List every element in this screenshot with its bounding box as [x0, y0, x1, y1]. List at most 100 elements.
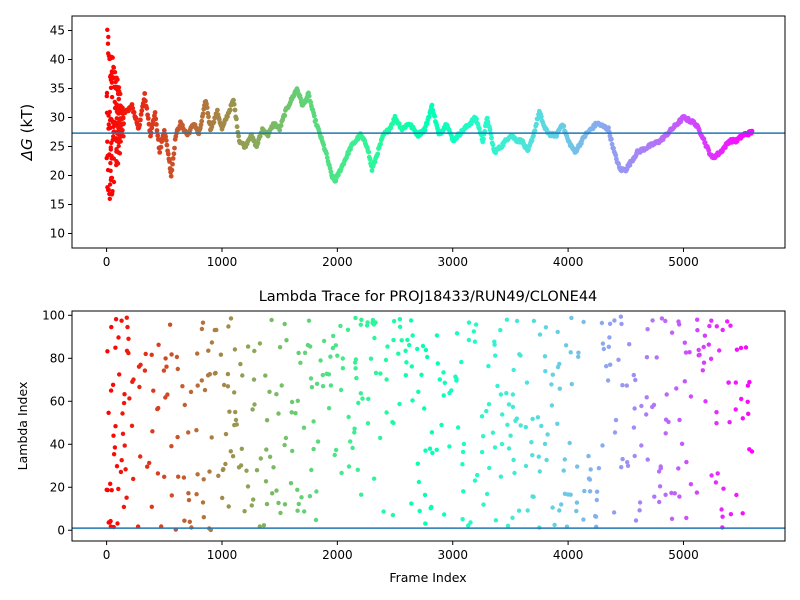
lambda-point [674, 386, 679, 391]
delta-g-point [209, 124, 215, 130]
lambda-point [473, 322, 479, 327]
lambda-point [709, 318, 714, 323]
lambda-point [415, 346, 420, 352]
delta-g-point [236, 133, 242, 139]
lambda-point [563, 343, 569, 348]
lambda-point [257, 341, 263, 346]
lambda-point [472, 478, 478, 483]
lambda-x-tick-label: 3000 [437, 548, 468, 562]
lambda-point [505, 422, 510, 427]
delta-g-y-tick-label: 25 [50, 140, 65, 154]
delta-g-point [112, 99, 118, 105]
lambda-point [720, 514, 725, 519]
delta-g-point [311, 113, 317, 119]
lambda-point [594, 497, 599, 503]
lambda-point [574, 508, 579, 514]
delta-g-point [111, 124, 116, 129]
lambda-point [264, 447, 269, 452]
delta-g-point [106, 34, 111, 40]
lambda-point [108, 388, 114, 393]
delta-g-point [324, 155, 330, 161]
delta-g-point [532, 128, 538, 134]
delta-g-point [204, 101, 209, 107]
lambda-point [682, 340, 687, 345]
delta-g-point [422, 127, 428, 133]
lambda-point [530, 416, 535, 422]
lambda-point [169, 493, 174, 498]
lambda-point [687, 350, 692, 355]
lambda-point [220, 495, 225, 501]
lambda-point [619, 465, 624, 470]
lambda-point [195, 351, 200, 356]
delta-g-point [490, 142, 496, 148]
lambda-point [121, 400, 127, 406]
delta-g-point [133, 115, 139, 121]
lambda-point [127, 396, 132, 401]
lambda-point [384, 377, 389, 382]
lambda-point [225, 371, 231, 377]
lambda-point [155, 471, 161, 476]
lambda-point [201, 515, 206, 520]
lambda-point [117, 372, 122, 377]
lambda-point [663, 431, 668, 436]
lambda-point [733, 407, 738, 412]
lambda-point [713, 480, 719, 485]
lambda-point [607, 335, 612, 340]
lambda-point [187, 519, 192, 524]
lambda-point [202, 387, 208, 393]
delta-g-point [117, 138, 123, 144]
lambda-point [408, 318, 414, 323]
delta-g-point [232, 107, 238, 113]
lambda-point [644, 412, 649, 417]
delta-g-point [105, 27, 110, 32]
delta-g-point [474, 116, 479, 122]
delta-g-point [152, 110, 158, 115]
lambda-point [226, 324, 231, 329]
lambda-point [176, 474, 181, 479]
lambda-point [460, 462, 465, 467]
lambda-point [129, 423, 135, 428]
delta-g-point [143, 98, 148, 104]
lambda-point [116, 335, 121, 340]
lambda-point [218, 352, 224, 357]
lambda-point [620, 456, 625, 462]
delta-g-point [211, 119, 217, 125]
delta-g-point [108, 85, 114, 91]
lambda-point [328, 383, 334, 388]
lambda-point [632, 406, 637, 411]
lambda-point [600, 443, 605, 448]
lambda-point [593, 514, 599, 519]
lambda-point [627, 342, 632, 347]
lambda-point [326, 372, 332, 377]
delta-g-plot-frame [71, 15, 786, 249]
lambda-point [264, 501, 270, 507]
lambda-point [746, 411, 751, 416]
lambda-point [333, 447, 339, 453]
lambda-point [120, 431, 126, 436]
delta-g-y-tick-label: 30 [50, 111, 65, 125]
lambda-point [228, 316, 234, 321]
lambda-point [633, 377, 638, 383]
lambda-point [542, 441, 548, 447]
lambda-point [111, 433, 116, 438]
lambda-point [544, 457, 549, 463]
lambda-point [733, 380, 738, 385]
lambda-point [490, 430, 496, 435]
lambda-point [506, 446, 512, 451]
lambda-point [657, 484, 663, 489]
lambda-point [709, 473, 714, 478]
lambda-point [516, 508, 522, 513]
lambda-point [307, 494, 313, 499]
lambda-point [359, 492, 364, 497]
delta-g-point [109, 94, 115, 100]
lambda-point [121, 504, 127, 510]
lambda-point [174, 354, 180, 360]
lambda-point [381, 509, 386, 514]
lambda-point [599, 320, 605, 326]
lambda-point [233, 417, 239, 423]
lambda-point [669, 516, 675, 521]
lambda-point [461, 441, 467, 447]
lambda-y-tick-label: 40 [50, 437, 65, 451]
lambda-point [234, 422, 239, 427]
delta-g-point [366, 149, 372, 155]
